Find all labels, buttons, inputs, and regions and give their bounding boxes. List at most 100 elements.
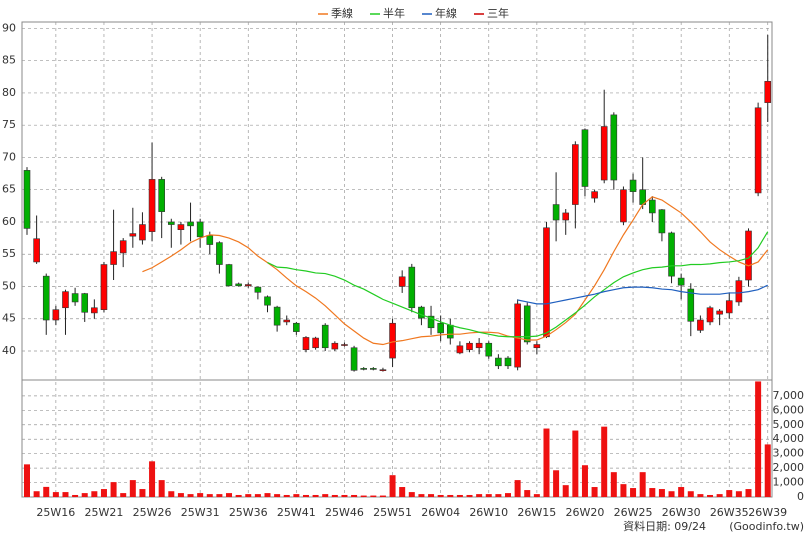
volume-bar [254, 494, 261, 497]
volume-bar [514, 480, 521, 497]
volume-bar [81, 493, 88, 497]
x-tick-label: 25W16 [36, 506, 75, 519]
volume-bar [620, 484, 627, 497]
candle-body [716, 310, 723, 315]
candle-body [735, 280, 743, 303]
legend-label: 年線 [435, 6, 457, 20]
candle-body [71, 293, 79, 303]
volume-bar [341, 494, 348, 497]
volume-bar [562, 485, 569, 497]
candle-body [658, 209, 666, 234]
volume-bar [485, 494, 492, 497]
candle-body [206, 235, 214, 245]
candle-body [687, 288, 695, 322]
volume-bar [274, 494, 281, 497]
volume-bar [601, 426, 608, 497]
candle-body [610, 114, 618, 181]
volume-bar [764, 444, 771, 497]
y-tick-label: 80 [2, 86, 16, 99]
volume-bar [206, 494, 213, 497]
legend-label: 三年 [487, 6, 509, 20]
candle-body [514, 303, 521, 368]
candle-body [225, 264, 233, 287]
volume-bar [630, 488, 637, 497]
candle-body [91, 307, 98, 314]
volume-bar [572, 430, 579, 497]
volume-bar [428, 494, 435, 497]
volume-bar [235, 494, 242, 497]
candle-body [456, 345, 464, 354]
x-tick-label: 26W10 [469, 506, 508, 519]
ma-line [517, 284, 768, 305]
x-tick-label: 25W21 [85, 506, 124, 519]
volume-bar [52, 492, 59, 497]
volume-bar [649, 488, 656, 497]
volume-bar [447, 494, 454, 497]
candle-body [302, 337, 310, 350]
candle-body [389, 322, 396, 359]
candle-body [697, 319, 704, 331]
candle-body [52, 309, 60, 321]
y-tick-label: 75 [2, 118, 16, 131]
volume-bar [331, 494, 338, 497]
x-tick-label: 25W36 [229, 506, 268, 519]
x-tick-label: 25W46 [325, 506, 364, 519]
x-tick-label: 26W20 [566, 506, 605, 519]
volume-bar [62, 492, 69, 497]
x-tick-label: 25W31 [181, 506, 220, 519]
candle-body [475, 342, 483, 349]
volume-bar [149, 461, 156, 497]
candle-body [187, 221, 194, 227]
volume-bar [437, 494, 444, 497]
candle-body [81, 293, 89, 313]
legend-label: 季線 [331, 6, 353, 20]
volume-bar [533, 494, 540, 497]
x-tick-label: 26W30 [662, 506, 701, 519]
y-tick-label: 65 [2, 183, 16, 196]
y2-tick-label: 0 [797, 490, 804, 503]
volume-bar [466, 494, 473, 497]
volume-bar [322, 494, 329, 497]
volume-bar [581, 465, 588, 497]
y2-tick-label: 7,000 [773, 389, 805, 402]
candle-body [254, 286, 262, 293]
candle-body [177, 224, 185, 231]
candle-body [379, 369, 387, 371]
volume-bar [168, 491, 175, 497]
x-tick-label: 26W25 [614, 506, 653, 519]
volume-bar [24, 464, 30, 497]
candle-body [100, 264, 108, 310]
volume-bar [639, 472, 646, 497]
candle-body [648, 199, 656, 214]
volume-bar [360, 495, 367, 497]
volume-bar [476, 494, 483, 497]
volume-bar [610, 472, 617, 497]
volume-bar [678, 487, 685, 497]
candle-body [427, 315, 435, 329]
volume-bar [91, 491, 98, 497]
volume-bar [687, 491, 694, 497]
volume-bar [668, 491, 675, 497]
candle-body [23, 170, 31, 229]
volume-bar [745, 489, 752, 497]
volume-bar [177, 493, 184, 497]
x-tick-label: 25W51 [373, 506, 412, 519]
candle-body [148, 179, 156, 232]
candle-body [119, 240, 127, 254]
volume-bar [351, 494, 358, 497]
volume-bar [129, 480, 136, 497]
y2-tick-label: 2,000 [773, 461, 805, 474]
y-tick-label: 45 [2, 312, 16, 325]
candle-body [591, 191, 598, 199]
candle-body [33, 238, 40, 263]
candle-body [408, 266, 416, 309]
candle-body [629, 179, 637, 192]
x-tick-label: 25W41 [277, 506, 316, 519]
candle-body [331, 342, 339, 350]
candle-body [341, 344, 348, 346]
candle-body [168, 221, 175, 225]
candle-body [552, 204, 560, 221]
volume-bar [110, 482, 117, 497]
volume-bar [399, 487, 406, 497]
